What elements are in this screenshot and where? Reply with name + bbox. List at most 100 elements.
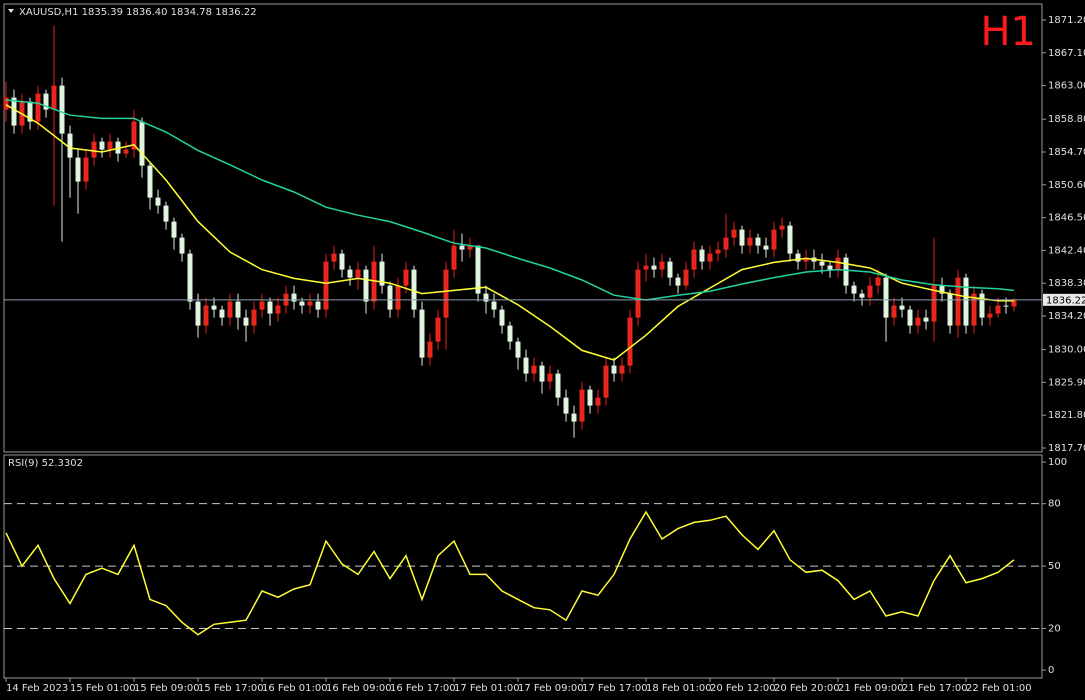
candle-body [451,245,457,270]
x-tick-label: 15 Feb 09:00 [134,683,200,694]
candle-body [707,253,713,262]
y-tick-label: 50 [1048,561,1061,572]
candle-body [155,197,161,206]
y-tick-label: 1846.50 [1048,213,1085,224]
candle-body [387,285,393,310]
candle-body [163,205,169,222]
y-tick-label: 1863.00 [1048,81,1085,92]
candle-body [739,229,745,246]
y-tick-label: 1817.70 [1048,443,1085,454]
indicator-line [5,510,1015,636]
candle-body [131,121,137,150]
candle-body [3,97,9,110]
candle-body [579,389,585,422]
candle-body [979,293,985,318]
x-tick-label: 21 Feb 17:00 [902,683,968,694]
candle-body [795,253,801,262]
candle-body [259,301,265,310]
candle-body [523,357,529,374]
y-tick-label: 20 [1048,623,1061,634]
candle-body [339,253,345,270]
candle-body [11,97,17,126]
candle-body [51,85,57,110]
candle-body [427,341,433,358]
y-tick-label: 1854.70 [1048,147,1085,158]
candle-body [987,313,993,318]
candle-body [395,285,401,310]
candle-body [507,325,513,342]
candle-body [835,257,841,270]
candle-body [275,305,281,314]
candle-body [411,269,417,310]
y-tick-label: 1821.80 [1048,410,1085,421]
candle-body [779,225,785,230]
candle-body [827,265,833,270]
y-tick-label: 1850.60 [1048,180,1085,191]
candle-body [755,237,761,246]
candle-body [539,365,545,382]
candle-body [531,365,537,374]
candle-body [315,301,321,310]
candle-body [915,317,921,326]
candle-body [803,257,809,262]
x-tick-label: 21 Feb 09:00 [838,683,904,694]
candle-body [299,301,305,306]
candle-body [91,141,97,158]
indicator-line [5,104,1014,361]
candle-body [59,85,65,134]
candle-body [883,277,889,318]
candle-body [851,285,857,294]
candle-body [923,317,929,322]
y-tick-label: 1834.20 [1048,311,1085,322]
candle-body [195,301,201,326]
y-tick-label: 1830.00 [1048,345,1085,356]
x-tick-label: 20 Feb 12:00 [710,683,776,694]
candle-body [251,309,257,326]
current-price-label: 1836.22 [1046,295,1085,306]
candle-body [715,249,721,254]
candle-body [939,285,945,294]
candle-body [403,269,409,286]
candle-body [747,237,753,246]
candle-body [515,341,521,358]
main-panel [3,3,1043,453]
x-tick-label: 20 Feb 20:00 [774,683,840,694]
x-tick-label: 16 Feb 01:00 [262,683,328,694]
y-tick-label: 0 [1048,665,1054,676]
candle-body [371,261,377,302]
candle-body [179,237,185,254]
current-price-box [1043,293,1085,306]
candle-body [355,269,361,278]
candle-body [859,293,865,298]
y-tick-label: 100 [1048,457,1067,468]
candle-body [99,141,105,150]
candle-body [363,269,369,302]
y-tick-label: 80 [1048,499,1061,510]
menu-arrow [8,9,14,13]
candle-body [763,245,769,250]
candle-body [1011,299,1017,307]
candle-body [619,365,625,374]
candle-body [235,301,241,318]
candle-body [683,269,689,286]
candle-body [771,229,777,250]
y-tick-label: 1838.30 [1048,278,1085,289]
x-tick-label: 15 Feb 01:00 [70,683,136,694]
candle-body [419,309,425,358]
candle-body [75,157,81,182]
candle-body [1003,305,1009,307]
candle-body [843,257,849,286]
y-tick-label: 1825.90 [1048,377,1085,388]
candle-body [787,225,793,254]
candle-body [483,293,489,302]
x-tick-label: 18 Feb 01:00 [646,683,712,694]
candle-body [955,277,961,326]
y-tick-label: 1858.80 [1048,114,1085,125]
candle-body [27,101,33,122]
candle-body [995,305,1001,314]
candle-body [627,317,633,366]
candle-body [931,285,937,322]
candle-body [675,277,681,286]
candle-body [867,285,873,298]
